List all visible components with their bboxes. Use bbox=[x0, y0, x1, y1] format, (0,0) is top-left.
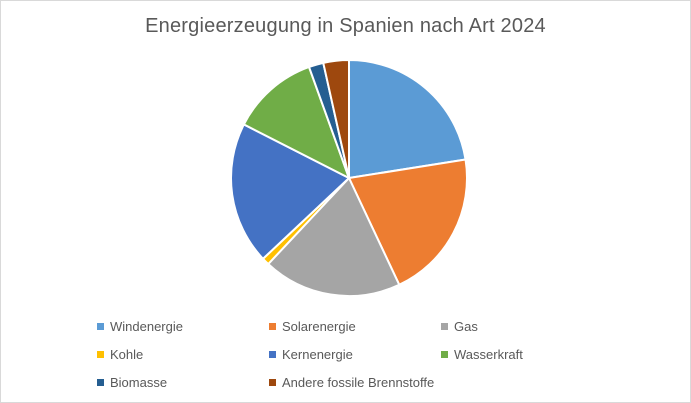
legend-swatch bbox=[97, 322, 104, 330]
legend-label: Kohle bbox=[110, 346, 144, 362]
legend-item-andere-fossile-brennstoffe: Andere fossile Brennstoffe bbox=[269, 373, 434, 391]
pie-slice-andere-fossile-brennstoffe bbox=[322, 58, 350, 179]
legend-label: Andere fossile Brennstoffe bbox=[282, 374, 435, 390]
legend-item-gas: Gas bbox=[441, 317, 478, 335]
legend-label: Gas bbox=[454, 318, 478, 334]
legend-item-wasserkraft: Wasserkraft bbox=[441, 345, 523, 363]
legend-swatch bbox=[269, 350, 276, 358]
pie-slice-windenergie bbox=[348, 58, 467, 180]
legend-label: Wasserkraft bbox=[454, 346, 523, 362]
legend-item-windenergie: Windenergie bbox=[97, 317, 183, 335]
legend-swatch bbox=[97, 378, 104, 386]
legend-label: Solarenergie bbox=[282, 318, 356, 334]
legend-swatch bbox=[269, 322, 276, 330]
legend-swatch bbox=[269, 378, 276, 386]
legend-label: Windenergie bbox=[110, 318, 183, 334]
legend-label: Biomasse bbox=[110, 374, 168, 390]
legend-swatch bbox=[441, 322, 448, 330]
legend-item-biomasse: Biomasse bbox=[97, 373, 167, 391]
legend-swatch bbox=[441, 350, 448, 358]
pie-slice-kernenergie bbox=[230, 123, 351, 261]
pie-slice-solarenergie bbox=[347, 158, 469, 287]
pie-slice-gas bbox=[266, 176, 401, 297]
legend-item-solarenergie: Solarenergie bbox=[269, 317, 356, 335]
legend-label: Kernenergie bbox=[282, 346, 353, 362]
chart-title: Energieerzeugung in Spanien nach Art 202… bbox=[145, 15, 546, 37]
legend-item-kohle: Kohle bbox=[97, 345, 143, 363]
pie-slice-wasserkraft bbox=[242, 65, 351, 181]
legend-swatch bbox=[97, 350, 104, 358]
legend-item-kernenergie: Kernenergie bbox=[269, 345, 353, 363]
